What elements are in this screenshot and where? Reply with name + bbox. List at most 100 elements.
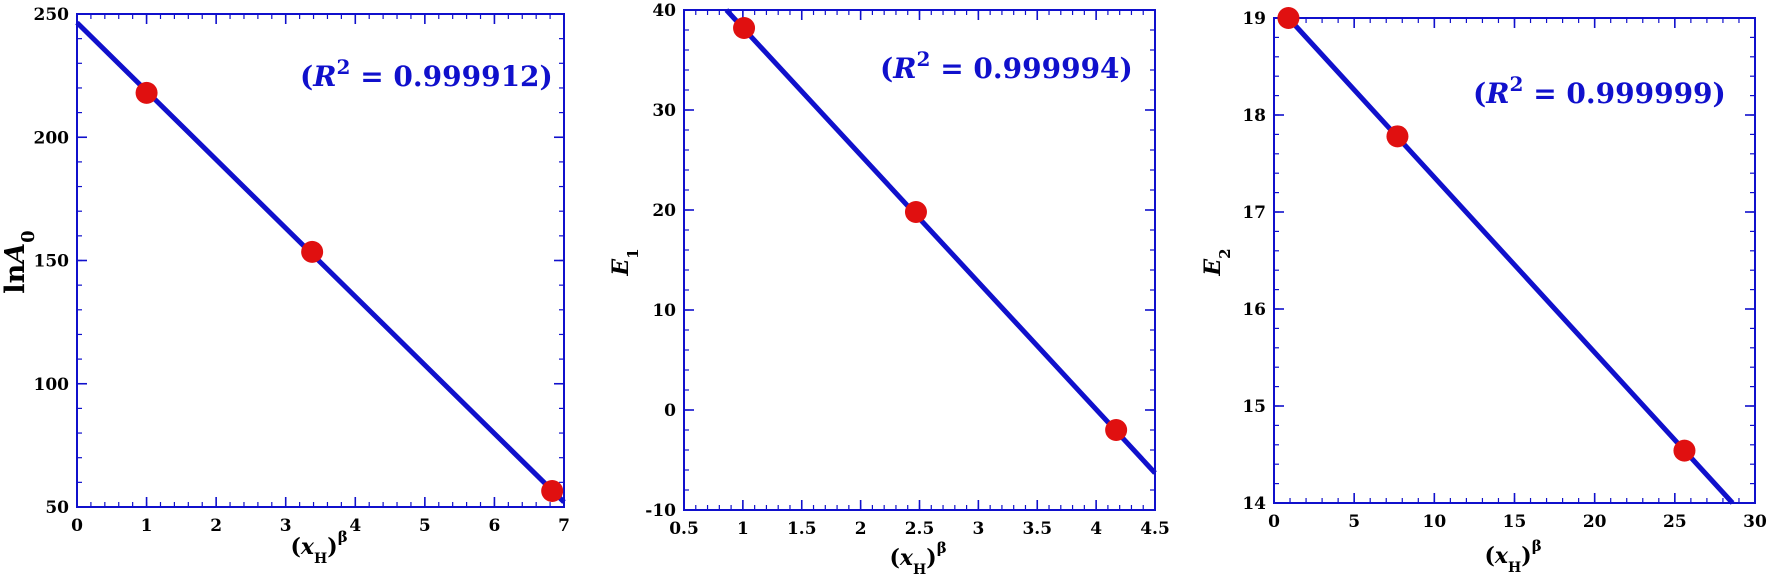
x-tick-label: 15: [1503, 512, 1527, 532]
x-axis-label-var: x: [300, 534, 315, 560]
x-axis-label-open: (: [1485, 543, 1495, 569]
y-tick-label: 30: [652, 101, 676, 121]
fit-line: [724, 8, 1157, 475]
x-tick-label: 5: [1348, 512, 1360, 532]
y-tick-label: 200: [34, 128, 70, 148]
y-tick-label: 50: [45, 498, 69, 518]
r-squared-annotation: (R2 = 0.999912): [300, 55, 553, 93]
x-axis-label-sub: H: [314, 551, 327, 567]
annotation-r: R: [892, 52, 916, 85]
y-axis-label-sub: 1: [624, 248, 642, 258]
y-tick-label: 16: [1242, 300, 1266, 320]
x-axis-label-var: x: [1494, 543, 1509, 569]
y-tick-label: 10: [652, 301, 676, 321]
annotation-r: R: [312, 60, 336, 93]
y-tick-label: -10: [645, 501, 676, 521]
x-tick-label: 4: [1090, 519, 1102, 539]
x-axis-label-sub: H: [1508, 560, 1521, 576]
y-axis-label: lnA0: [0, 230, 39, 293]
fit-line: [1286, 16, 1735, 505]
y-tick-label: 20: [652, 201, 676, 221]
data-point: [733, 17, 756, 39]
annotation-prefix: (: [300, 60, 313, 93]
x-tick-label: 0: [71, 516, 83, 536]
x-axis-label-close: ): [1521, 543, 1531, 569]
data-point: [541, 479, 564, 502]
x-tick-label: 6: [489, 516, 501, 536]
y-axis-label-fn: ln: [0, 263, 31, 293]
annotation-sup: 2: [917, 47, 931, 71]
data-point: [301, 240, 324, 263]
y-tick-label: 17: [1242, 203, 1266, 223]
x-tick-label: 5: [419, 516, 431, 536]
x-tick-label: 30: [1743, 512, 1767, 532]
x-tick-label: 10: [1422, 512, 1446, 532]
y-axis-label: E1: [608, 248, 642, 276]
annotation-suffix: = 0.999994): [930, 52, 1132, 85]
y-tick-label: 150: [34, 252, 70, 272]
annotation-r: R: [1485, 77, 1509, 110]
x-tick-label: 7: [558, 516, 570, 536]
y-axis-label-sub: 0: [18, 230, 39, 243]
x-tick-label: 2: [210, 516, 222, 536]
data-point: [1105, 419, 1128, 441]
x-axis-label-open: (: [291, 534, 301, 560]
x-tick-label: 2.5: [905, 519, 935, 539]
x-axis-label-open: (: [890, 545, 900, 571]
y-axis-label-var: E: [608, 258, 634, 277]
annotation-sup: 2: [337, 55, 351, 79]
x-axis-label-close: ): [926, 545, 936, 571]
plot-frame: [683, 9, 1156, 511]
y-axis-label: E2: [1200, 248, 1234, 276]
x-tick-label: 4.5: [1140, 519, 1170, 539]
y-tick-label: 14: [1242, 494, 1266, 514]
x-axis-label-sup: β: [1532, 537, 1542, 555]
r-squared-annotation: (R2 = 0.999994): [880, 47, 1133, 85]
x-tick-label: 0: [1268, 512, 1280, 532]
y-tick-label: 15: [1242, 397, 1266, 417]
annotation-suffix: = 0.999999): [1523, 77, 1725, 110]
y-tick-label: 250: [34, 5, 70, 25]
annotation-prefix: (: [880, 52, 893, 85]
x-axis-label-var: x: [899, 545, 914, 571]
data-point: [135, 81, 158, 104]
x-axis-label-sup: β: [937, 539, 947, 557]
data-point: [1277, 7, 1300, 29]
x-axis-label-sup: β: [338, 528, 348, 546]
x-tick-label: 3.5: [1022, 519, 1052, 539]
y-tick-label: 0: [664, 401, 676, 421]
x-tick-label: 2: [855, 519, 867, 539]
x-axis-label: (xH)β: [890, 539, 947, 578]
x-tick-label: 1: [141, 516, 153, 536]
x-tick-label: 1.5: [787, 519, 817, 539]
y-tick-label: 40: [652, 1, 676, 21]
annotation-suffix: = 0.999912): [350, 60, 552, 93]
y-axis-label-var: A: [0, 243, 31, 267]
x-tick-label: 20: [1583, 512, 1607, 532]
x-tick-label: 1: [737, 519, 749, 539]
y-tick-label: 100: [34, 375, 70, 395]
x-tick-label: 0.5: [669, 519, 699, 539]
fit-line: [75, 20, 566, 504]
x-axis-label-sub: H: [913, 562, 926, 578]
x-axis-label: (xH)β: [291, 528, 348, 567]
y-axis-label-sub: 2: [1216, 248, 1234, 258]
data-point: [1673, 439, 1696, 462]
x-tick-label: 25: [1663, 512, 1687, 532]
r-squared-annotation: (R2 = 0.999999): [1473, 72, 1726, 110]
y-axis-label-var: E: [1200, 258, 1226, 277]
annotation-prefix: (: [1473, 77, 1486, 110]
data-point: [1386, 125, 1409, 148]
annotation-sup: 2: [1510, 72, 1524, 96]
y-tick-label: 19: [1242, 9, 1266, 29]
x-tick-label: 3: [972, 519, 984, 539]
x-tick-label: 4: [349, 516, 361, 536]
x-axis-label-close: ): [327, 534, 337, 560]
data-point: [904, 201, 927, 223]
x-axis-label: (xH)β: [1485, 537, 1542, 576]
y-tick-label: 18: [1242, 106, 1266, 126]
